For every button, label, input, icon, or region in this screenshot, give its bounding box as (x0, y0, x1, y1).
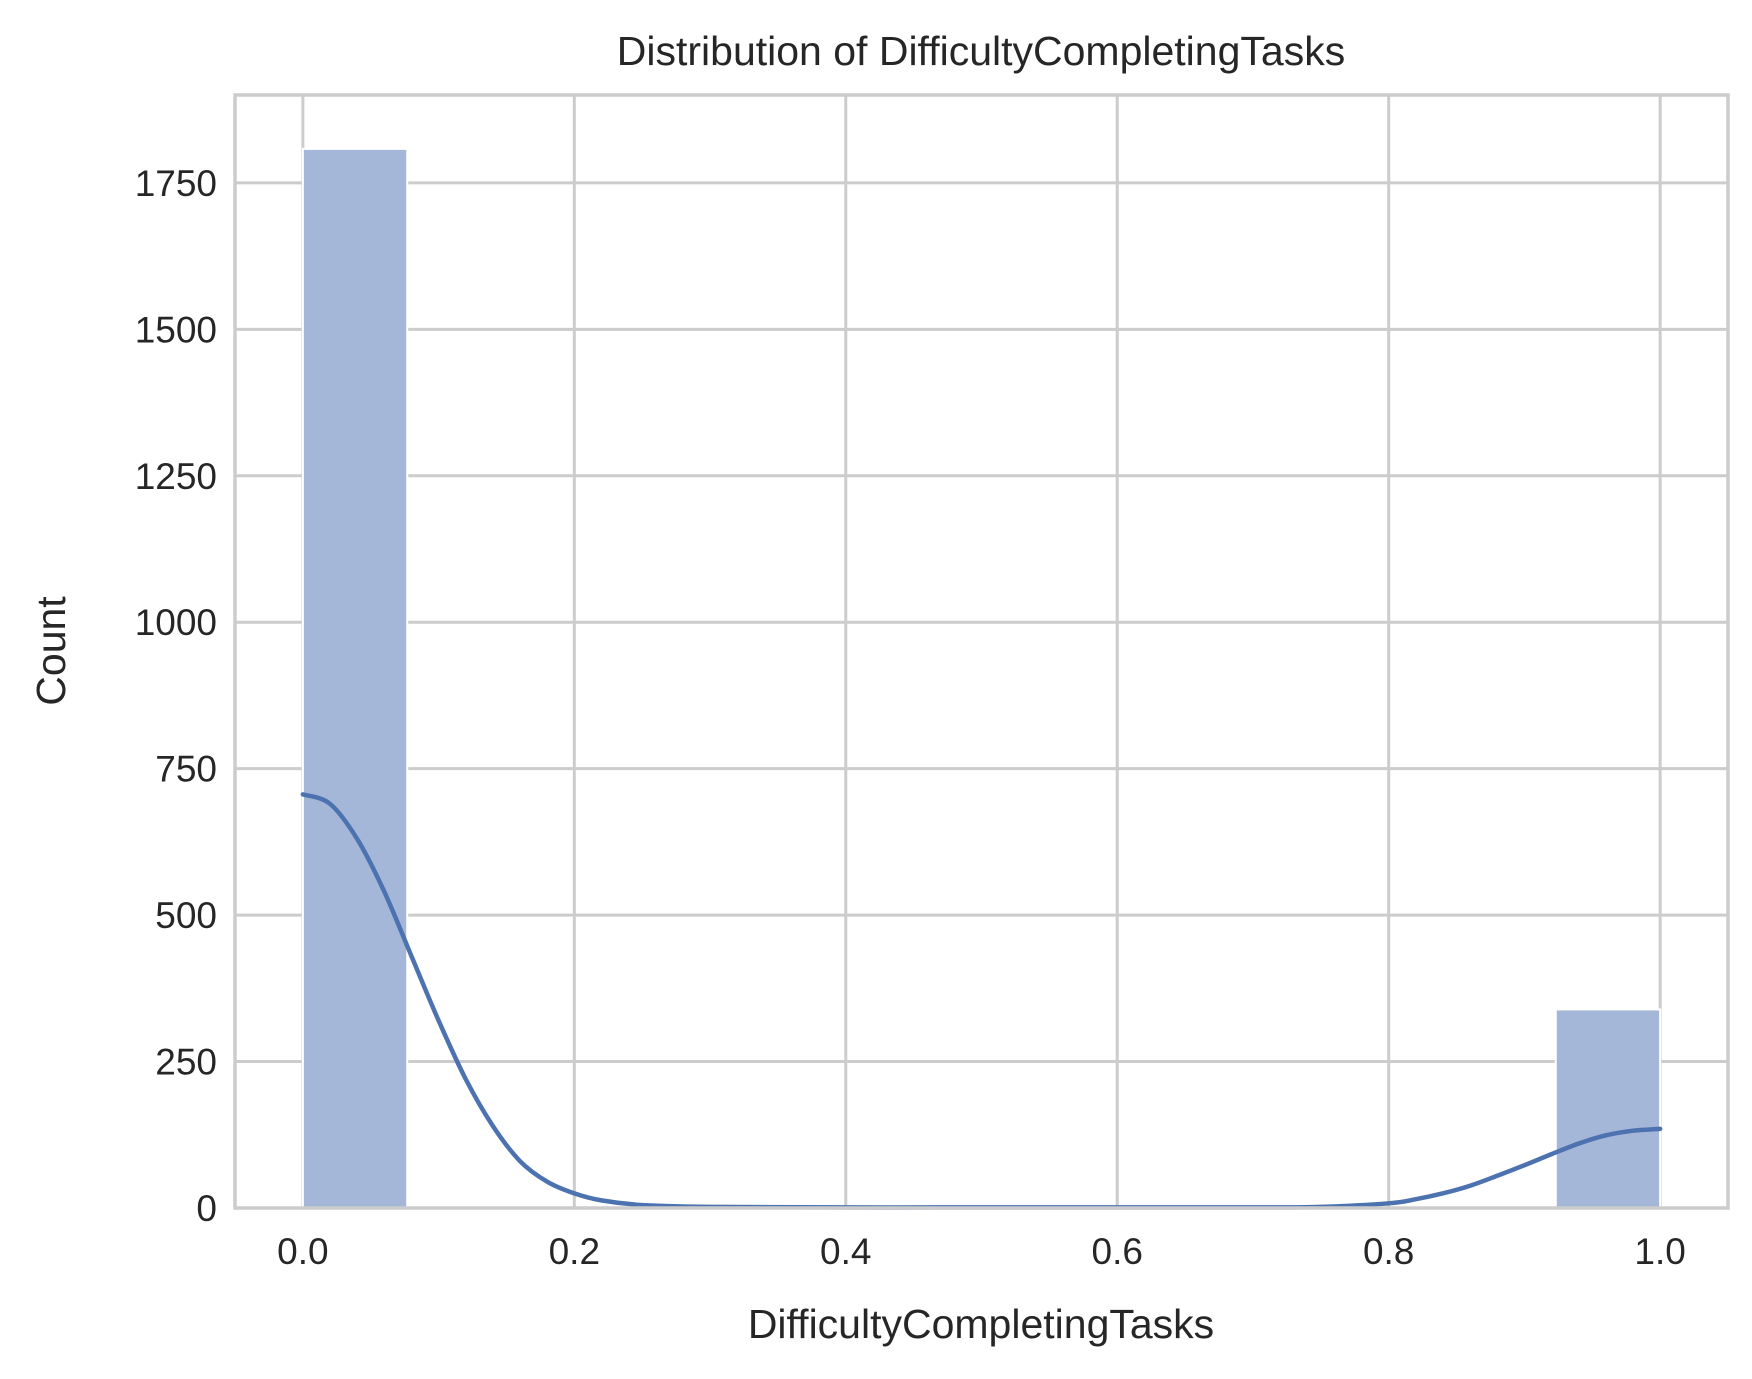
histogram-bar (301, 147, 409, 1210)
y-tick-label: 1000 (135, 602, 217, 643)
x-tick-label: 0.2 (549, 1231, 600, 1272)
y-tick-label: 1250 (135, 456, 217, 497)
x-tick-label: 0.8 (1363, 1231, 1414, 1272)
y-tick-label: 0 (196, 1188, 217, 1229)
y-tick-label: 1750 (135, 163, 217, 204)
x-tick-label: 0.4 (820, 1231, 871, 1272)
x-tick-label: 0.0 (277, 1231, 328, 1272)
kde-layer (300, 792, 1663, 1210)
kde-curve (300, 792, 1663, 1210)
plot-frame (233, 93, 1730, 1210)
chart-title: Distribution of DifficultyCompletingTask… (617, 28, 1345, 74)
tick-label-layer: 0.0 0.2 0.4 0.6 0.8 1.0 0 250 500 750 1000 1250 1500… (135, 163, 1686, 1272)
x-axis-title: DifficultyCompletingTasks (748, 1301, 1214, 1347)
y-tick-label: 750 (155, 749, 217, 790)
histogram-bar (1554, 1008, 1662, 1209)
grid-layer (235, 95, 1728, 1210)
x-tick-label: 1.0 (1634, 1231, 1685, 1272)
y-tick-label: 250 (155, 1042, 217, 1083)
bar-layer (301, 147, 1662, 1210)
y-tick-label: 500 (155, 895, 217, 936)
y-axis-title: Count (28, 596, 74, 706)
x-tick-label: 0.6 (1092, 1231, 1143, 1272)
y-tick-label: 1500 (135, 309, 217, 350)
